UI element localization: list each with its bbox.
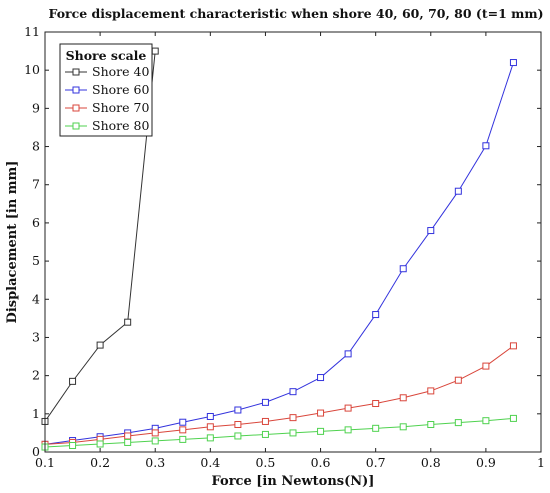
legend-label: Shore 80 (92, 118, 149, 133)
data-point-shore-60 (509, 59, 517, 67)
data-point-shore-80 (151, 437, 159, 445)
data-point-shore-80 (69, 442, 77, 450)
data-point-shore-60 (234, 406, 242, 414)
data-point-shore-40 (124, 318, 132, 326)
legend-swatch-marker (72, 104, 80, 112)
data-point-shore-40 (96, 341, 104, 349)
legend-label: Shore 40 (92, 64, 149, 79)
x-tick-label: 0.2 (90, 455, 110, 470)
legend-swatch-marker (72, 122, 80, 130)
x-tick-label: 0.3 (145, 455, 165, 470)
data-point-shore-80 (234, 432, 242, 440)
data-point-shore-80 (317, 427, 325, 435)
x-tick-label: 0.5 (255, 455, 275, 470)
data-point-shore-80 (206, 434, 214, 442)
y-tick-label: 1 (32, 406, 40, 421)
data-point-shore-80 (427, 421, 435, 429)
y-tick-label: 4 (32, 291, 40, 306)
x-tick-label: 1 (537, 455, 545, 470)
legend-entry-shore-70: Shore 70 (65, 100, 149, 115)
data-point-shore-70 (427, 387, 435, 395)
legend-swatch-marker (72, 86, 80, 94)
data-point-shore-80 (261, 430, 269, 438)
legend-label: Shore 70 (92, 100, 149, 115)
y-tick-label: 2 (32, 368, 40, 383)
data-point-shore-70 (234, 421, 242, 429)
y-tick-label: 3 (32, 329, 40, 344)
data-point-shore-70 (151, 429, 159, 437)
series-shore-70 (41, 342, 517, 448)
data-point-shore-80 (399, 423, 407, 431)
data-point-shore-80 (96, 440, 104, 448)
x-tick-label: 0.9 (476, 455, 496, 470)
data-point-shore-70 (372, 400, 380, 408)
x-axis-label: Force [in Newtons(N)] (212, 474, 375, 489)
x-tick-label: 0.6 (311, 455, 331, 470)
y-axis-label: Displacement [in mm] (5, 161, 20, 324)
data-point-shore-60 (482, 142, 490, 150)
series-line-shore-60 (44, 62, 514, 445)
plot-frame (44, 31, 542, 453)
data-point-shore-80 (344, 426, 352, 434)
data-point-shore-70 (509, 342, 517, 350)
data-point-shore-60 (399, 265, 407, 273)
legend-swatch-marker (72, 68, 80, 76)
data-point-shore-80 (179, 435, 187, 443)
data-point-shore-70 (344, 404, 352, 412)
data-point-shore-60 (289, 388, 297, 396)
data-point-shore-70 (399, 394, 407, 402)
data-point-shore-40 (69, 377, 77, 385)
data-point-shore-60 (372, 311, 380, 319)
legend-label: Shore 60 (92, 82, 149, 97)
y-tick-label: 9 (32, 100, 40, 115)
data-point-shore-80 (289, 429, 297, 437)
data-point-shore-60 (206, 412, 214, 420)
chart-title: Force displacement characteristic when s… (49, 6, 544, 21)
y-tick-label: 7 (32, 177, 40, 192)
y-tick-label: 11 (24, 24, 40, 39)
x-tick-label: 0.7 (366, 455, 386, 470)
x-tick-label: 0.4 (200, 455, 220, 470)
y-tick-label: 6 (32, 215, 40, 230)
legend-title: Shore scale (66, 48, 147, 63)
data-point-shore-80 (482, 417, 490, 425)
series-line-shore-70 (44, 345, 514, 445)
legend-entry-shore-40: Shore 40 (65, 64, 149, 79)
y-tick-label: 8 (32, 139, 40, 154)
data-point-shore-40 (151, 47, 159, 55)
series-line-shore-80 (44, 417, 514, 448)
data-point-shore-80 (509, 414, 517, 422)
y-tick-label: 0 (32, 444, 40, 459)
legend: Shore scale Shore 40 Shore 60 Shore 70 Shor… (59, 43, 153, 137)
y-tick-label: 10 (24, 62, 40, 77)
data-point-shore-70 (124, 432, 132, 440)
data-point-shore-70 (454, 376, 462, 384)
x-tick-label: 0.8 (421, 455, 441, 470)
x-tick-label: 0.1 (35, 455, 55, 470)
y-tick-label: 5 (32, 253, 40, 268)
data-point-shore-80 (124, 438, 132, 446)
data-point-shore-60 (344, 350, 352, 358)
data-point-shore-60 (454, 187, 462, 195)
data-point-shore-70 (289, 414, 297, 422)
data-point-shore-60 (179, 418, 187, 426)
data-point-shore-60 (427, 227, 435, 235)
data-point-shore-70 (206, 423, 214, 431)
data-point-shore-70 (482, 362, 490, 370)
data-point-shore-60 (317, 374, 325, 382)
data-point-shore-60 (261, 398, 269, 406)
data-point-shore-70 (317, 409, 325, 417)
data-point-shore-70 (261, 417, 269, 425)
series-shore-80 (41, 414, 517, 451)
legend-entry-shore-80: Shore 80 (65, 118, 149, 133)
data-point-shore-80 (454, 419, 462, 427)
data-point-shore-80 (372, 424, 380, 432)
data-point-shore-70 (179, 426, 187, 434)
legend-entry-shore-60: Shore 60 (65, 82, 149, 97)
